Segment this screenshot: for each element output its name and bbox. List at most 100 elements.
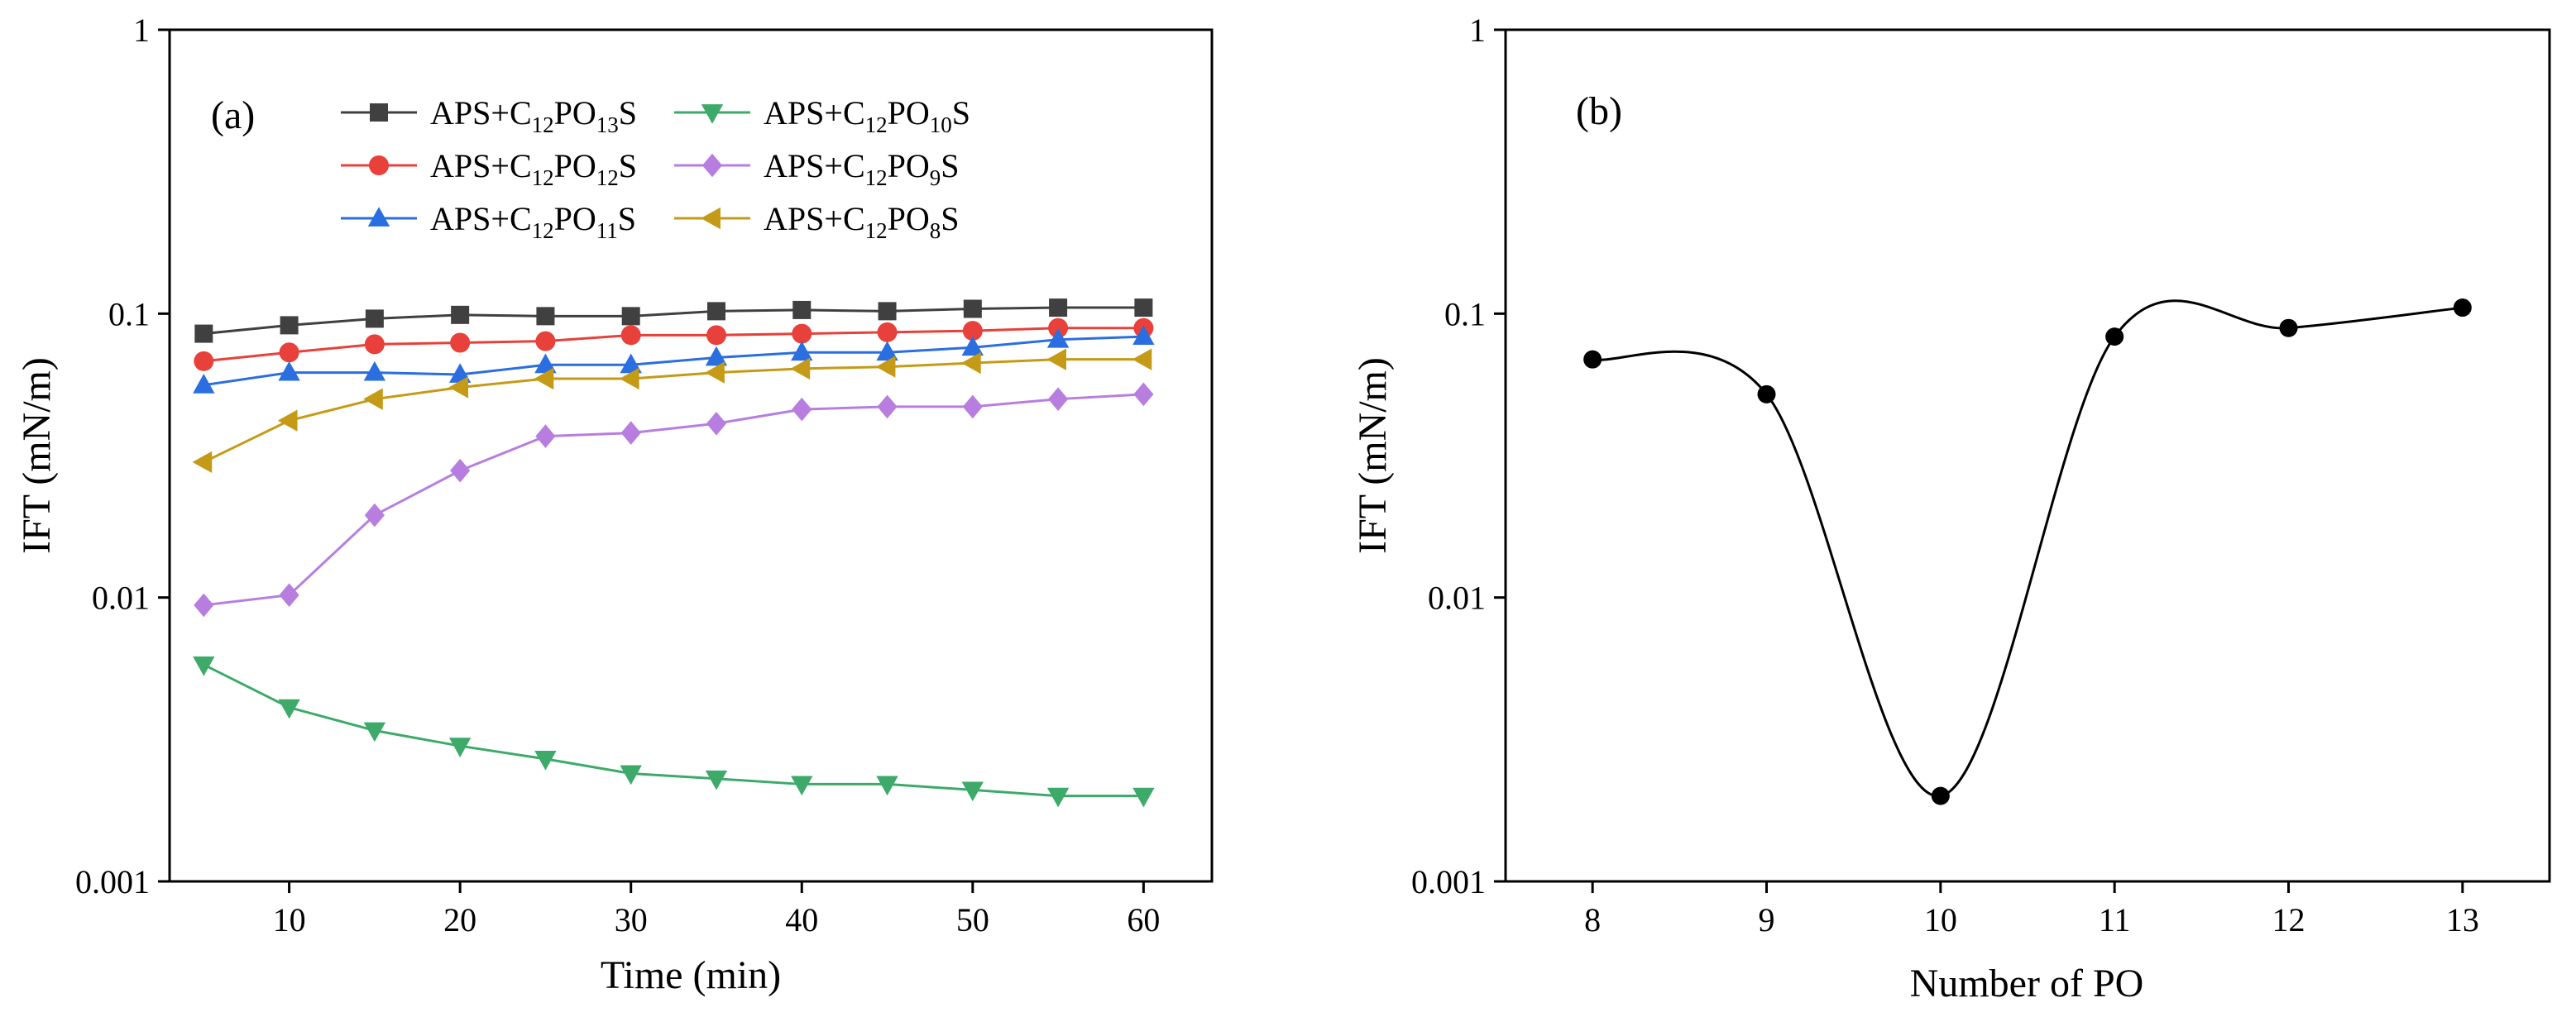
data-point-a-2-10 [1046,328,1070,348]
data-point-a-5-10 [1046,348,1066,370]
axis-ticks-b: 8 9 10 11 12 13 0.001 0.01 0.1 1 [1411,12,2479,938]
legend-marker-1 [369,155,389,175]
data-point-a-2-1 [278,360,300,381]
x-tick-label: 60 [1127,901,1160,938]
data-point-a-0-0 [194,324,213,343]
data-point-a-1-1 [279,342,299,363]
data-point-a-2-6 [705,346,728,366]
data-point-a-0-8 [878,302,897,321]
chart-panel-a: (a) Time (min) IFT (mN/m) 10 20 30 40 50 60 0.… [15,12,1214,997]
series-group-b [1583,298,2472,805]
data-point-a-5-1 [277,409,298,432]
data-point-a-4-9 [962,394,983,419]
data-point-b-0-2 [1931,786,1950,805]
data-point-a-2-0 [193,374,215,394]
data-point-a-5-7 [790,357,811,380]
data-point-a-0-2 [365,309,384,328]
x-tick-label: 11 [2099,901,2131,938]
data-point-a-3-11 [1132,787,1155,808]
legend-label-2: APS+C12PO11S [430,200,636,243]
data-point-a-1-6 [706,325,726,346]
data-point-a-0-7 [792,300,812,319]
data-point-a-5-9 [961,351,981,375]
data-point-a-4-7 [792,397,812,422]
y-tick-label: 1 [133,12,150,49]
x-tick-label: 40 [785,901,818,938]
legend-marker-3 [701,104,724,124]
data-point-a-5-5 [619,367,639,390]
data-point-a-3-10 [1046,787,1070,808]
data-point-a-0-4 [536,307,555,326]
data-point-a-2-11 [1132,325,1155,346]
data-point-a-4-0 [194,593,214,618]
data-point-a-4-2 [364,503,385,528]
y-tick-label: 0.1 [108,295,150,332]
data-point-a-4-5 [620,421,641,445]
data-point-b-0-0 [1583,350,1602,369]
plot-frame-b [1504,28,2551,883]
data-point-a-1-8 [877,322,898,342]
data-point-a-5-3 [448,376,469,399]
series-line-a-1 [203,327,1144,363]
data-point-a-4-1 [279,583,299,608]
data-point-a-4-3 [450,458,471,483]
data-point-a-2-3 [448,363,472,383]
legend-marker-2 [367,207,390,227]
legend-marker-5 [701,207,721,230]
data-point-a-3-4 [534,750,557,771]
data-point-a-2-7 [791,341,813,361]
plot-frame-a [168,28,1214,883]
data-point-a-1-4 [535,331,556,351]
data-point-a-2-5 [620,353,642,374]
series-line-a-3 [203,663,1144,798]
data-point-a-2-9 [961,336,984,356]
data-point-a-3-9 [961,781,984,802]
y-tick-label: 0.001 [1411,863,1486,900]
data-point-a-0-11 [1134,298,1153,318]
data-point-a-5-6 [705,361,725,384]
data-point-a-5-0 [192,451,213,474]
x-tick-label: 10 [273,901,306,938]
legend-label-3: APS+C12PO10S [764,94,970,137]
data-point-a-1-0 [194,351,214,371]
x-tick-label: 30 [615,901,648,938]
data-point-a-3-1 [278,699,300,719]
data-point-a-4-8 [877,394,898,419]
y-tick-label: 0.001 [75,863,150,900]
data-point-a-5-2 [363,388,383,410]
panel-label-b: (b) [1576,89,1622,133]
data-point-a-3-5 [620,765,642,785]
data-point-a-1-7 [792,323,812,344]
legend-label-5: APS+C12PO8S [764,200,960,243]
data-point-a-0-6 [706,302,725,321]
y-tick-label: 0.01 [92,580,150,617]
series-line-a-4 [203,393,1144,607]
axis-ticks-a: 10 20 30 40 50 60 0.001 0.01 0.1 1 [75,12,1160,938]
data-point-a-5-8 [875,356,896,378]
chart-panel-b: (b) Number of PO IFT (mN/m) 8 9 10 11 12 13 0.… [1351,12,2551,1005]
data-point-a-3-2 [363,722,386,742]
x-axis-label-a: Time (min) [601,953,781,997]
panel-label-a: (a) [211,93,255,137]
series-line-a-5 [203,358,1144,464]
y-axis-label-a: IFT (mN/m) [15,357,59,554]
x-tick-label: 20 [443,901,476,938]
data-point-a-0-10 [1049,298,1068,318]
data-point-b-0-4 [2279,318,2298,337]
x-axis-label-b: Number of PO [1910,962,2144,1005]
data-point-a-3-7 [791,776,813,796]
data-point-a-5-11 [1132,348,1152,370]
legend-label-0: APS+C12PO13S [430,94,637,137]
y-tick-label: 0.01 [1428,580,1486,617]
data-point-a-1-9 [962,321,983,341]
data-point-a-4-4 [535,424,556,448]
data-point-a-0-9 [963,299,982,318]
series-group-a [192,298,1155,808]
data-point-a-4-6 [706,411,727,436]
data-point-a-2-8 [876,341,898,361]
series-line-a-2 [203,335,1144,387]
legend-marker-0 [370,103,388,122]
y-axis-label-b: IFT (mN/m) [1351,357,1395,554]
data-point-b-0-5 [2453,298,2472,318]
data-point-a-5-4 [534,367,554,390]
